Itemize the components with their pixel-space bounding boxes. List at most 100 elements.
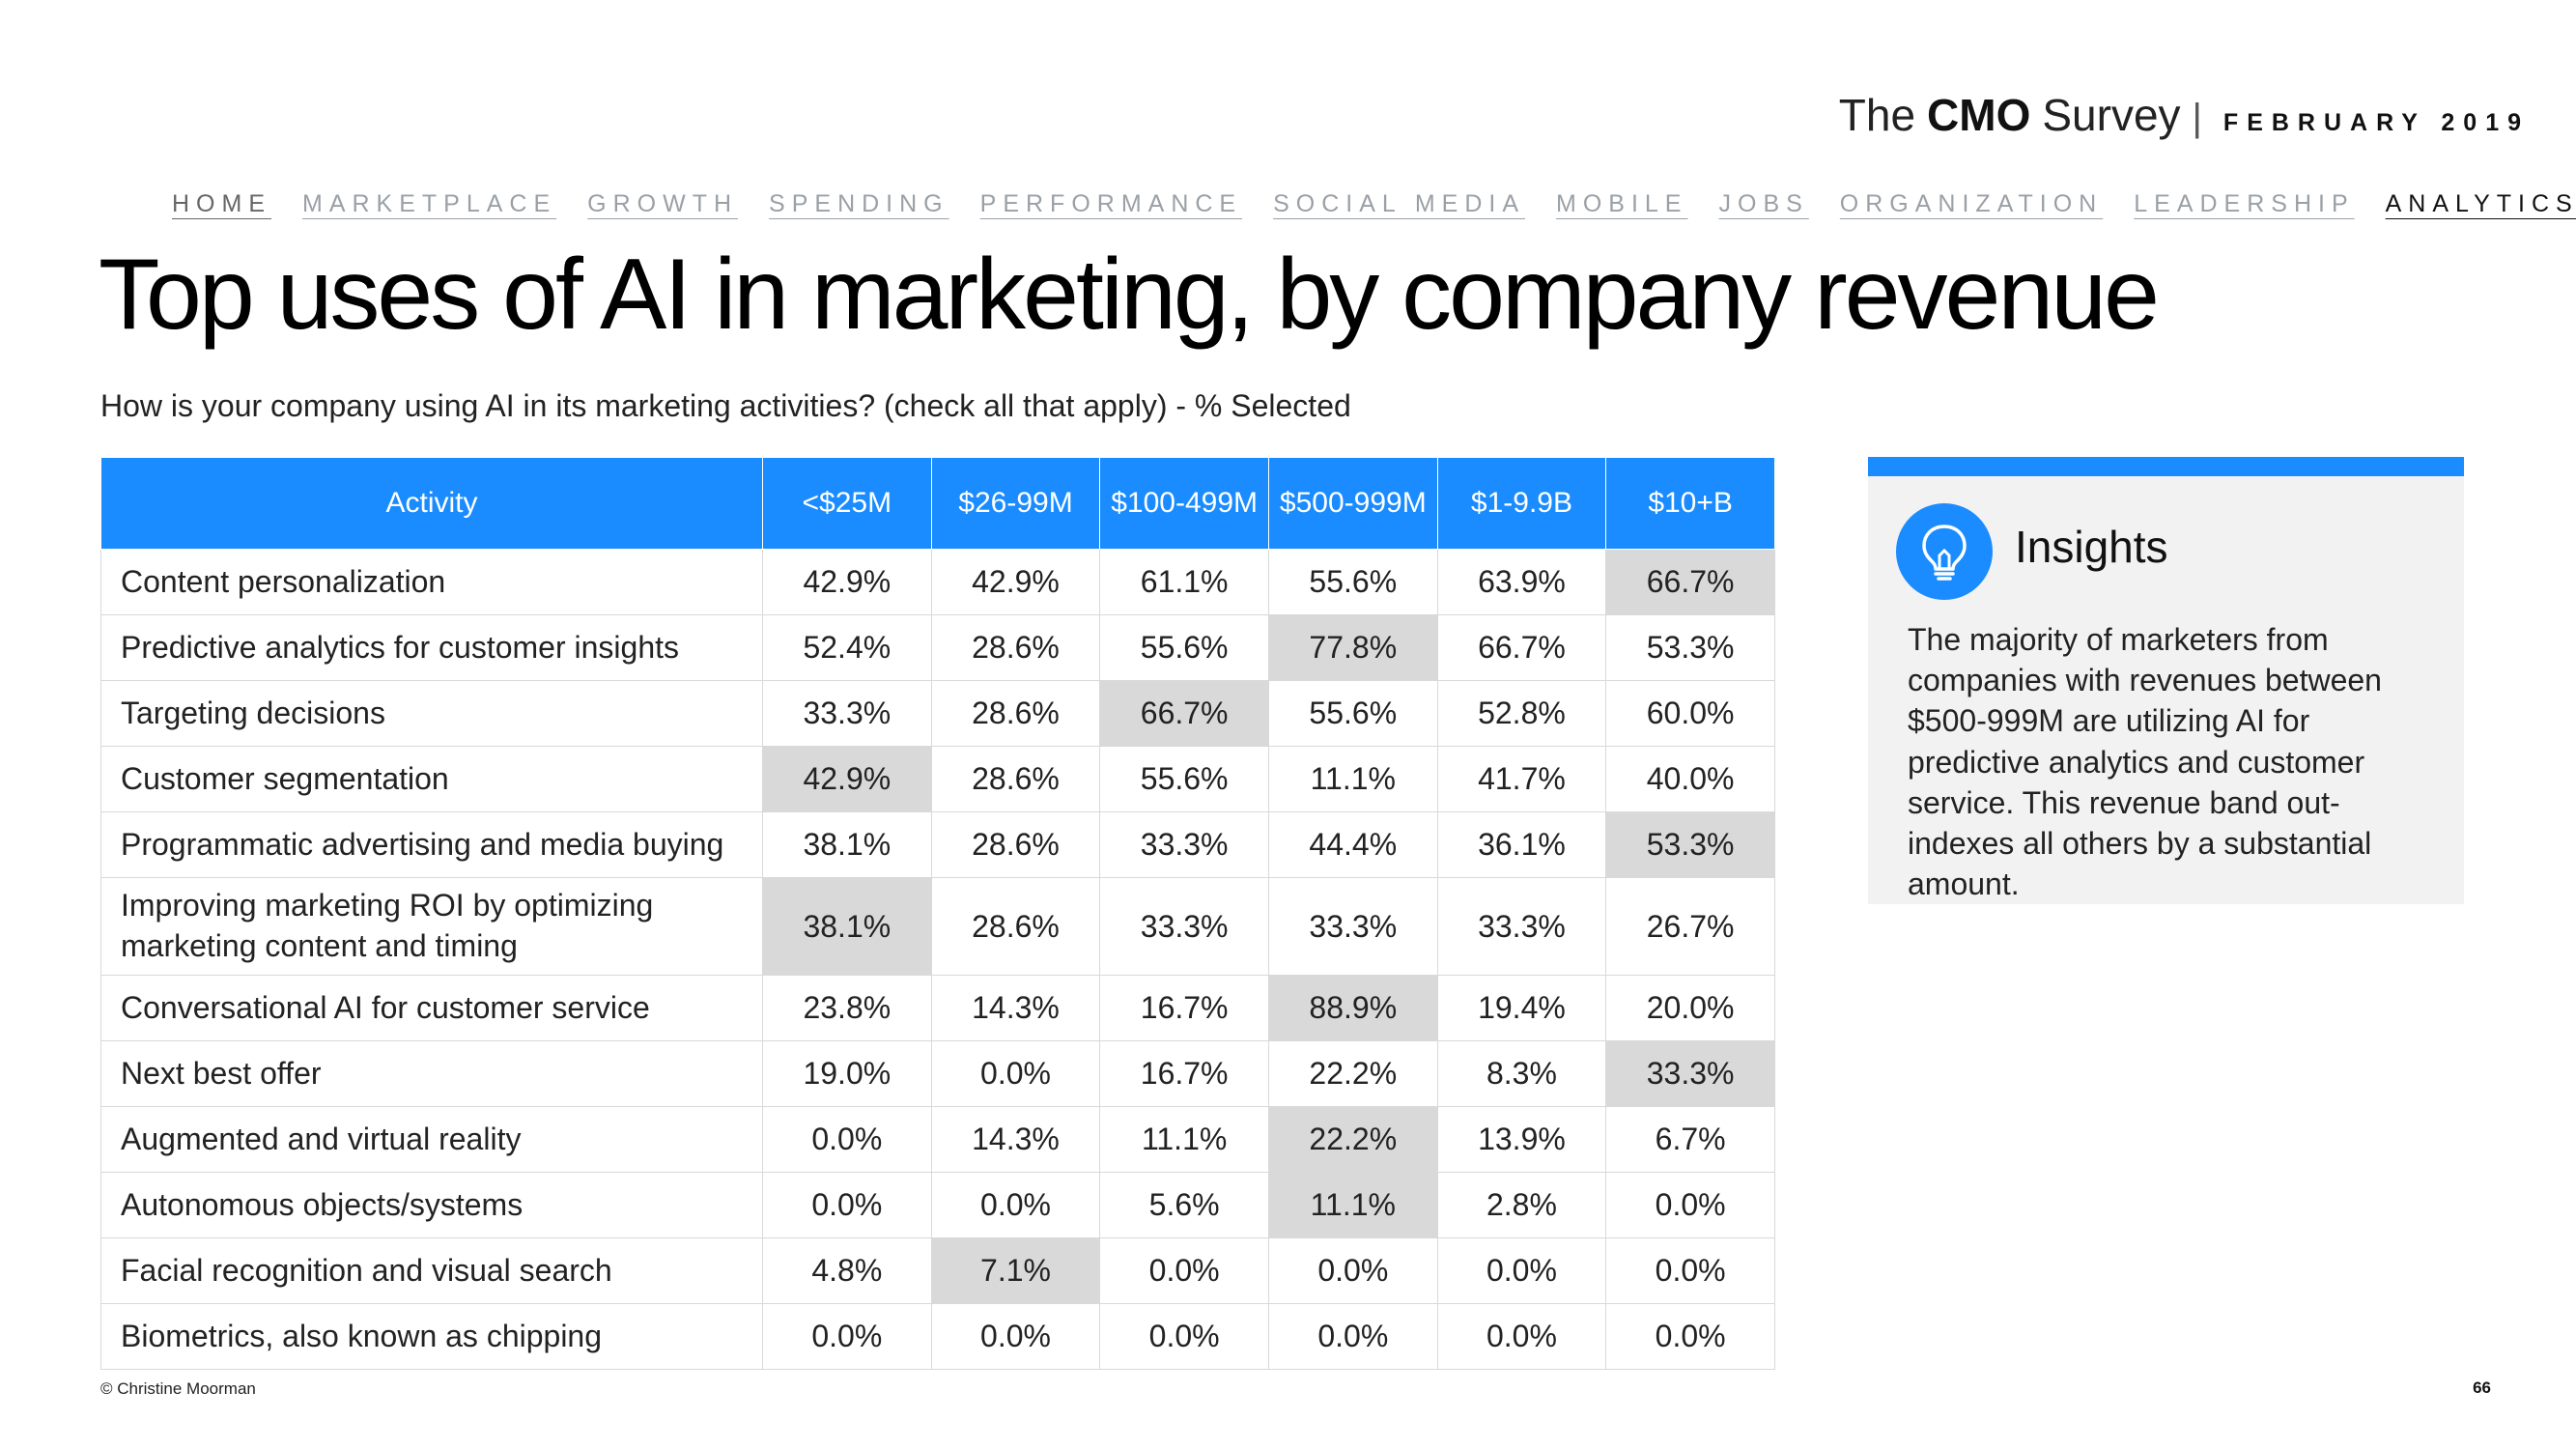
value-cell: 13.9% [1436,1106,1607,1173]
activity-cell: Conversational AI for customer service [100,975,763,1041]
page-title: Top uses of AI in marketing, by company … [99,239,2160,351]
nav-mobile[interactable]: MOBILE [1556,190,1688,217]
nav-jobs[interactable]: JOBS [1718,190,1809,217]
value-cell: 0.0% [1267,1237,1438,1304]
page-number: 66 [2473,1378,2491,1397]
value-cell: 28.6% [930,811,1101,878]
brand-survey: Survey [2042,90,2181,140]
copyright: © Christine Moorman [100,1379,256,1398]
table-row: Programmatic advertising and media buyin… [100,811,1775,878]
value-cell: 33.3% [762,680,932,747]
value-cell: 53.3% [1605,614,1775,681]
table-row: Targeting decisions 33.3% 28.6% 66.7% 55.6% 5… [100,680,1775,747]
value-cell: 52.4% [762,614,932,681]
value-cell: 38.1% [762,877,932,976]
value-cell: 0.0% [1605,1172,1775,1238]
nav-analytics[interactable]: ANALYTICS [2385,190,2576,217]
value-cell: 6.7% [1605,1106,1775,1173]
value-cell: 42.9% [930,549,1101,615]
value-cell: 40.0% [1605,746,1775,812]
table-row: Predictive analytics for customer insigh… [100,614,1775,681]
value-cell: 28.6% [930,877,1101,976]
activity-cell: Programmatic advertising and media buyin… [100,811,763,878]
insights-text: The majority of marketers from companies… [1908,622,2382,902]
value-cell: 23.8% [762,975,932,1041]
header-activity: Activity [100,457,763,550]
nav-marketplace[interactable]: MARKETPLACE [302,190,557,217]
insights-panel: Insights The majority of marketers from … [1868,457,2464,904]
value-cell: 42.9% [762,746,932,812]
value-cell: 8.3% [1436,1040,1607,1107]
header-10b-plus: $10+B [1605,457,1775,550]
nav-leadership[interactable]: LEADERSHIP [2134,190,2355,217]
brand-separator: | [2192,97,2202,139]
value-cell: 41.7% [1436,746,1607,812]
value-cell: 22.2% [1267,1106,1438,1173]
value-cell: 19.0% [762,1040,932,1107]
table-row: Next best offer 19.0% 0.0% 16.7% 22.2% 8.3% 33… [100,1040,1775,1107]
value-cell: 55.6% [1267,680,1438,747]
value-cell: 22.2% [1267,1040,1438,1107]
value-cell: 55.6% [1267,549,1438,615]
value-cell: 42.9% [762,549,932,615]
table-row: Content personalization 42.9% 42.9% 61.1% 55… [100,549,1775,615]
nav-performance[interactable]: PERFORMANCE [979,190,1243,217]
value-cell: 0.0% [1267,1303,1438,1370]
value-cell: 0.0% [1436,1303,1607,1370]
value-cell: 36.1% [1436,811,1607,878]
nav-spending[interactable]: SPENDING [769,190,949,217]
value-cell: 44.4% [1267,811,1438,878]
nav-growth[interactable]: GROWTH [587,190,739,217]
nav-organization[interactable]: ORGANIZATION [1839,190,2104,217]
activity-cell: Biometrics, also known as chipping [100,1303,763,1370]
nav-home[interactable]: HOME [172,190,271,217]
value-cell: 0.0% [1099,1237,1269,1304]
survey-brand: The CMO Survey | FEBRUARY 2019 [1839,89,2530,141]
value-cell: 33.3% [1267,877,1438,976]
value-cell: 11.1% [1099,1106,1269,1173]
value-cell: 0.0% [930,1040,1101,1107]
question-subtitle: How is your company using AI in its mark… [100,388,1351,423]
value-cell: 88.9% [1267,975,1438,1041]
value-cell: 55.6% [1099,746,1269,812]
value-cell: 52.8% [1436,680,1607,747]
value-cell: 0.0% [930,1303,1101,1370]
value-cell: 11.1% [1267,746,1438,812]
table-row: Biometrics, also known as chipping 0.0% 0.… [100,1303,1775,1370]
value-cell: 0.0% [1436,1237,1607,1304]
value-cell: 16.7% [1099,1040,1269,1107]
header-26-99m: $26-99M [930,457,1101,550]
value-cell: 66.7% [1436,614,1607,681]
value-cell: 55.6% [1099,614,1269,681]
value-cell: 28.6% [930,614,1101,681]
value-cell: 33.3% [1436,877,1607,976]
value-cell: 2.8% [1436,1172,1607,1238]
survey-date: FEBRUARY 2019 [2222,109,2530,136]
value-cell: 0.0% [762,1106,932,1173]
brand-the: The [1838,90,1916,140]
table-row: Autonomous objects/systems 0.0% 0.0% 5.6% 11… [100,1172,1775,1238]
activity-cell: Next best offer [100,1040,763,1107]
nav-social-media[interactable]: SOCIAL MEDIA [1273,190,1526,217]
value-cell: 7.1% [930,1237,1101,1304]
value-cell: 0.0% [1605,1303,1775,1370]
insights-accent-bar [1868,457,2464,476]
value-cell: 33.3% [1605,1040,1775,1107]
value-cell: 0.0% [762,1303,932,1370]
value-cell: 26.7% [1605,877,1775,976]
activity-cell: Content personalization [100,549,763,615]
header-100-499m: $100-499M [1099,457,1269,550]
value-cell: 5.6% [1099,1172,1269,1238]
section-nav: HOME MARKETPLACE GROWTH SPENDING PERFORM… [172,190,2576,218]
header-500-999m: $500-999M [1267,457,1438,550]
value-cell: 66.7% [1605,549,1775,615]
value-cell: 28.6% [930,746,1101,812]
table-row: Improving marketing ROI by optimizing ma… [100,877,1775,976]
value-cell: 77.8% [1267,614,1438,681]
activity-cell: Targeting decisions [100,680,763,747]
value-cell: 0.0% [762,1172,932,1238]
value-cell: 63.9% [1436,549,1607,615]
brand-cmo: CMO [1927,90,2031,140]
value-cell: 20.0% [1605,975,1775,1041]
value-cell: 38.1% [762,811,932,878]
